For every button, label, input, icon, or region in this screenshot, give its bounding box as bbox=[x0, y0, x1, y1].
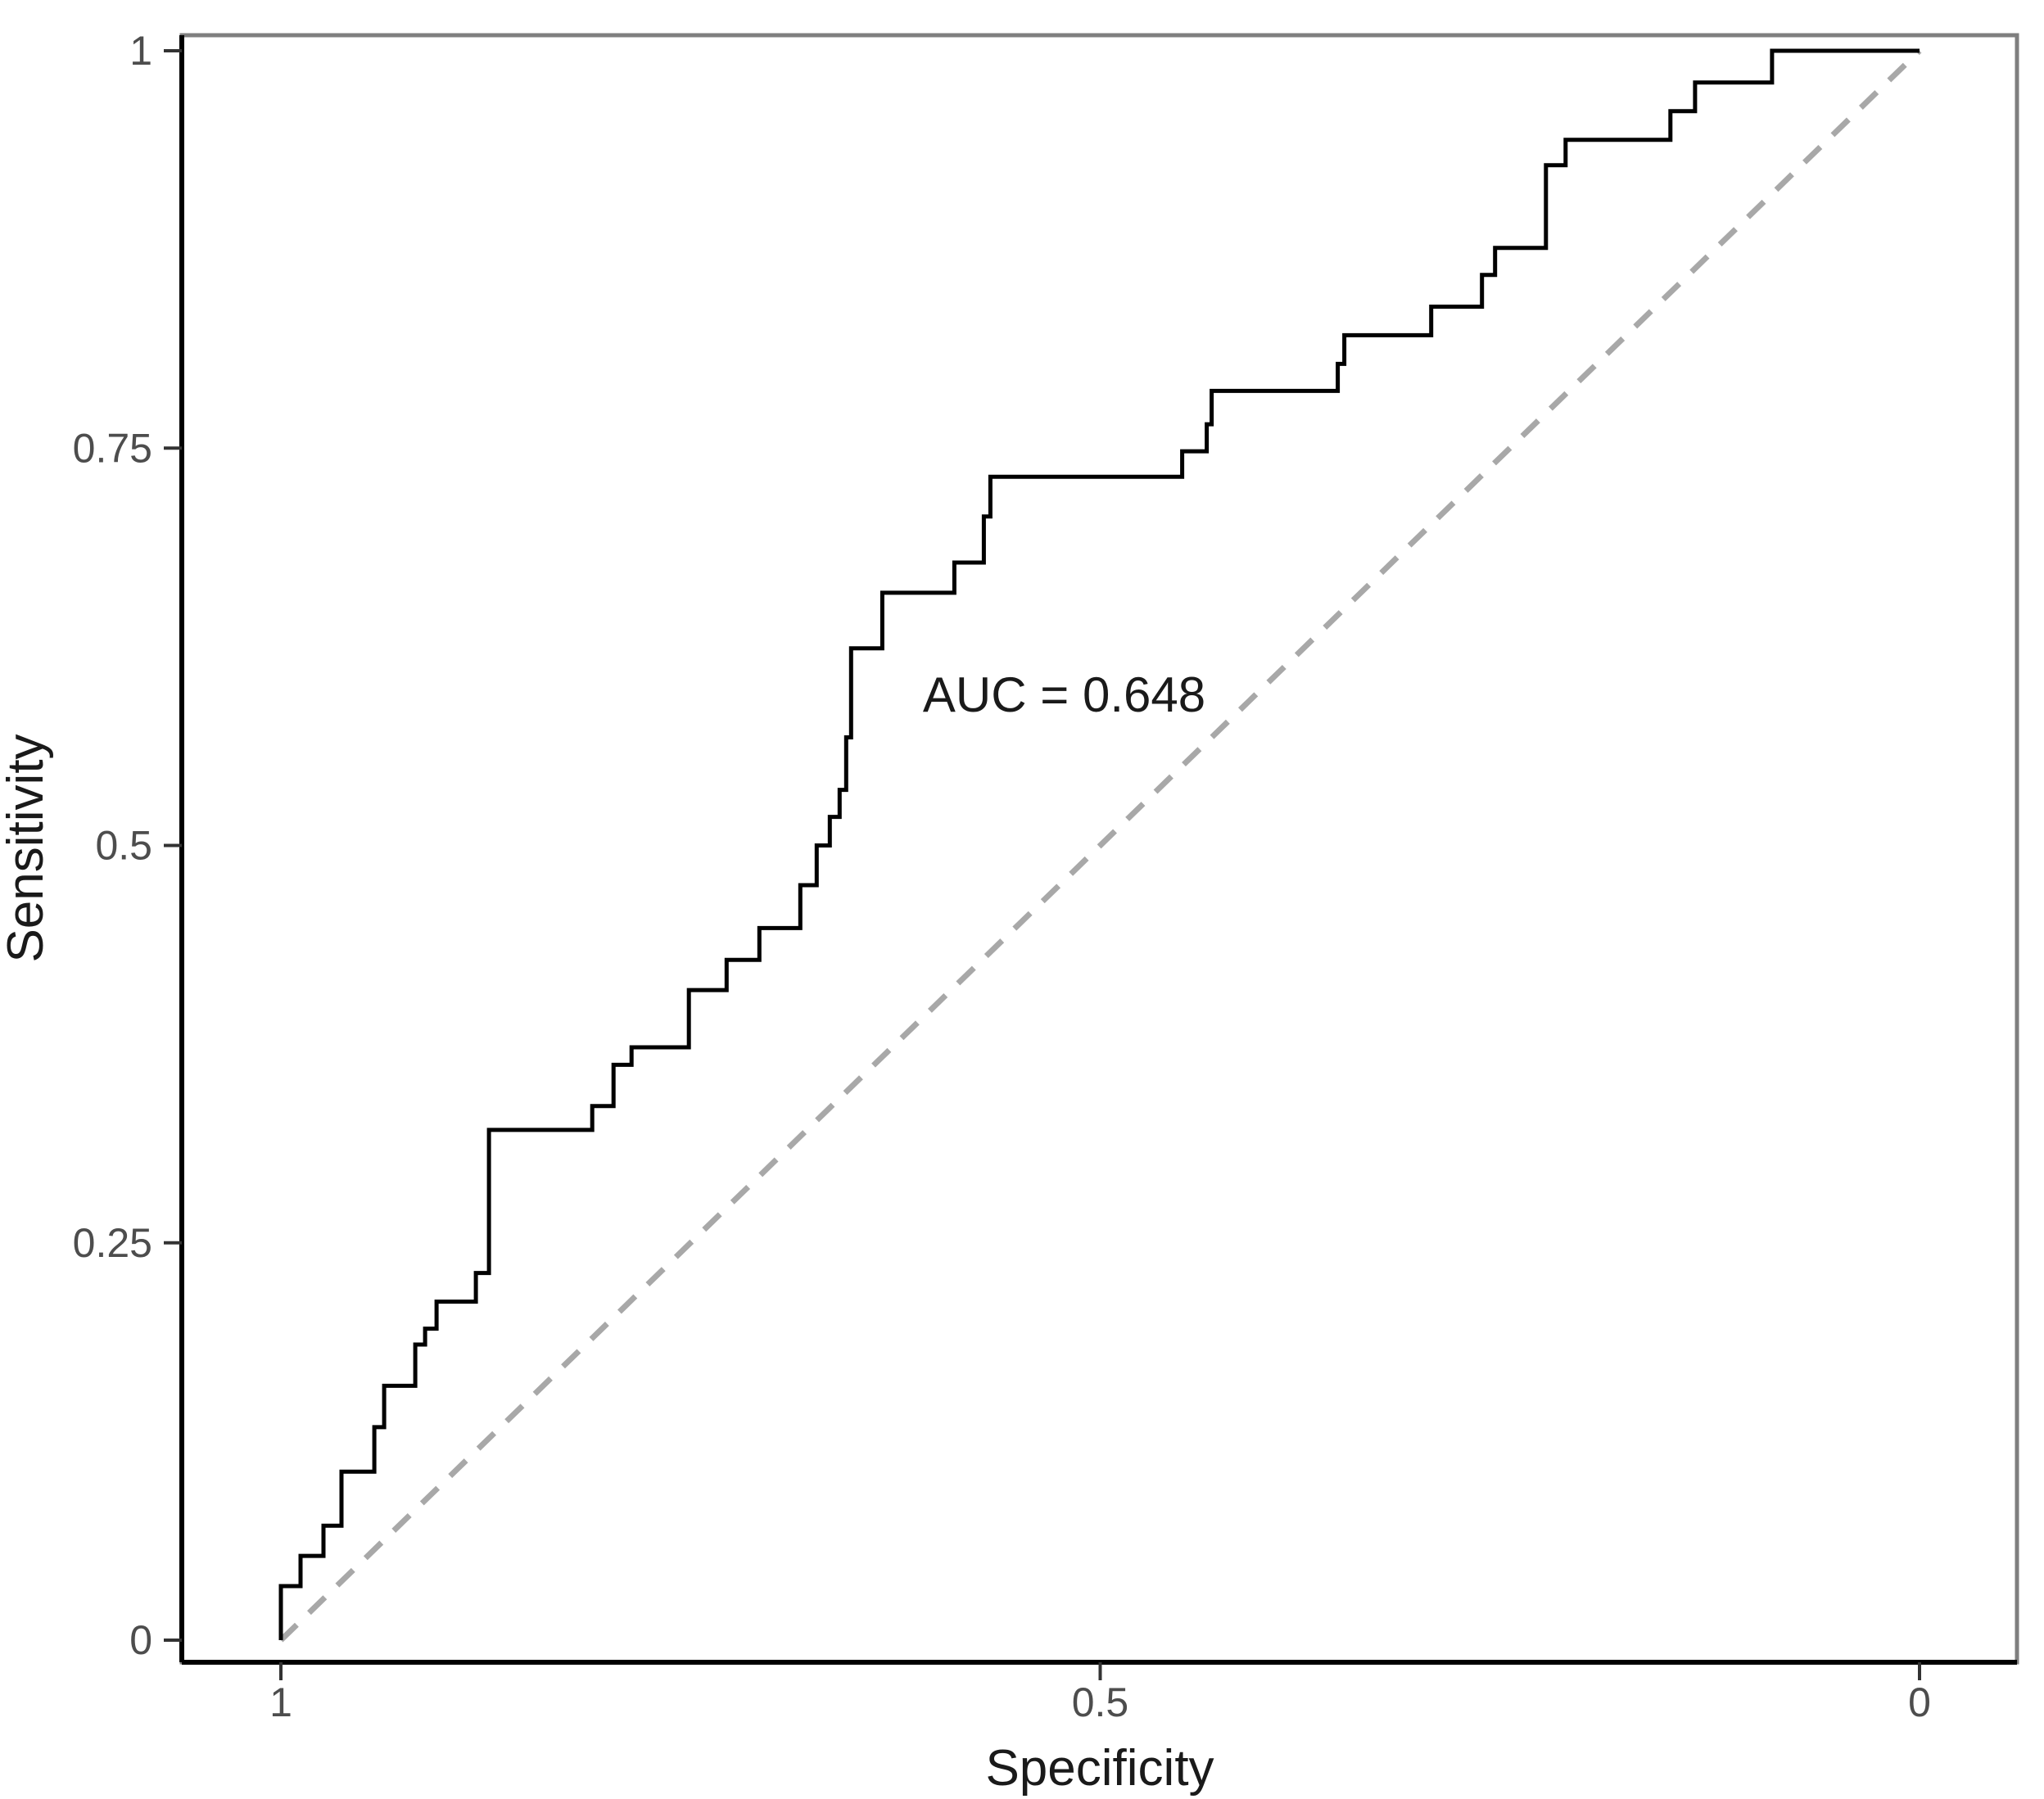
x-tick-label: 0 bbox=[1908, 1679, 1931, 1725]
x-tick-label: 0.5 bbox=[1072, 1679, 1129, 1725]
roc-curve-line bbox=[278, 48, 1920, 1640]
x-axis-title: Specificity bbox=[985, 1740, 1214, 1797]
y-tick-label: 0 bbox=[129, 1617, 152, 1663]
panel-background bbox=[182, 35, 2017, 1662]
y-tick-label: 0.75 bbox=[73, 425, 152, 471]
y-tick-label: 0.25 bbox=[73, 1220, 152, 1266]
auc-annotation: AUC = 0.648 bbox=[923, 667, 1205, 722]
y-axis-ticks: 0 0.25 0.5 0.75 1 bbox=[73, 28, 182, 1663]
chance-diagonal-line bbox=[278, 48, 1922, 1643]
x-axis-ticks: 1 0.5 0 bbox=[269, 1662, 1931, 1725]
y-axis-title: Sensitivity bbox=[0, 734, 54, 962]
y-tick-label: 0.5 bbox=[95, 823, 152, 869]
y-tick-label: 1 bbox=[129, 28, 152, 74]
x-tick-label: 1 bbox=[269, 1679, 292, 1725]
